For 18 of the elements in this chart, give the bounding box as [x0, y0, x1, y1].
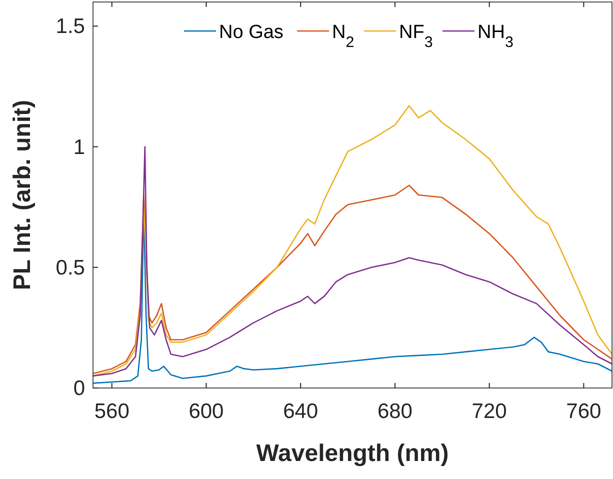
y-tick-label: 1	[73, 136, 85, 159]
x-tick-label: 640	[283, 400, 318, 423]
legend-label: NH$_{3}$	[478, 22, 514, 50]
x-tick-label: 760	[566, 400, 602, 423]
legend-label: No Gas	[219, 22, 284, 43]
x-tick-label: 600	[188, 400, 224, 423]
y-tick-label: 0	[73, 377, 85, 400]
line-series	[93, 105, 612, 377]
legend-label: NF$_{3}$	[399, 22, 433, 50]
y-tick-label: 1.5	[56, 15, 85, 38]
x-tick-label: 560	[94, 400, 130, 423]
line-series	[93, 146, 612, 377]
x-tick-label: 680	[377, 400, 412, 423]
y-tick-label: 0.5	[56, 256, 85, 280]
x-tick-label: 720	[472, 400, 507, 423]
x-axis-title: Wavelength (nm)	[256, 440, 449, 467]
y-axis-title: PL Int. (arb. unit)	[9, 100, 36, 290]
legend-label: N$_{2}$	[332, 22, 354, 50]
